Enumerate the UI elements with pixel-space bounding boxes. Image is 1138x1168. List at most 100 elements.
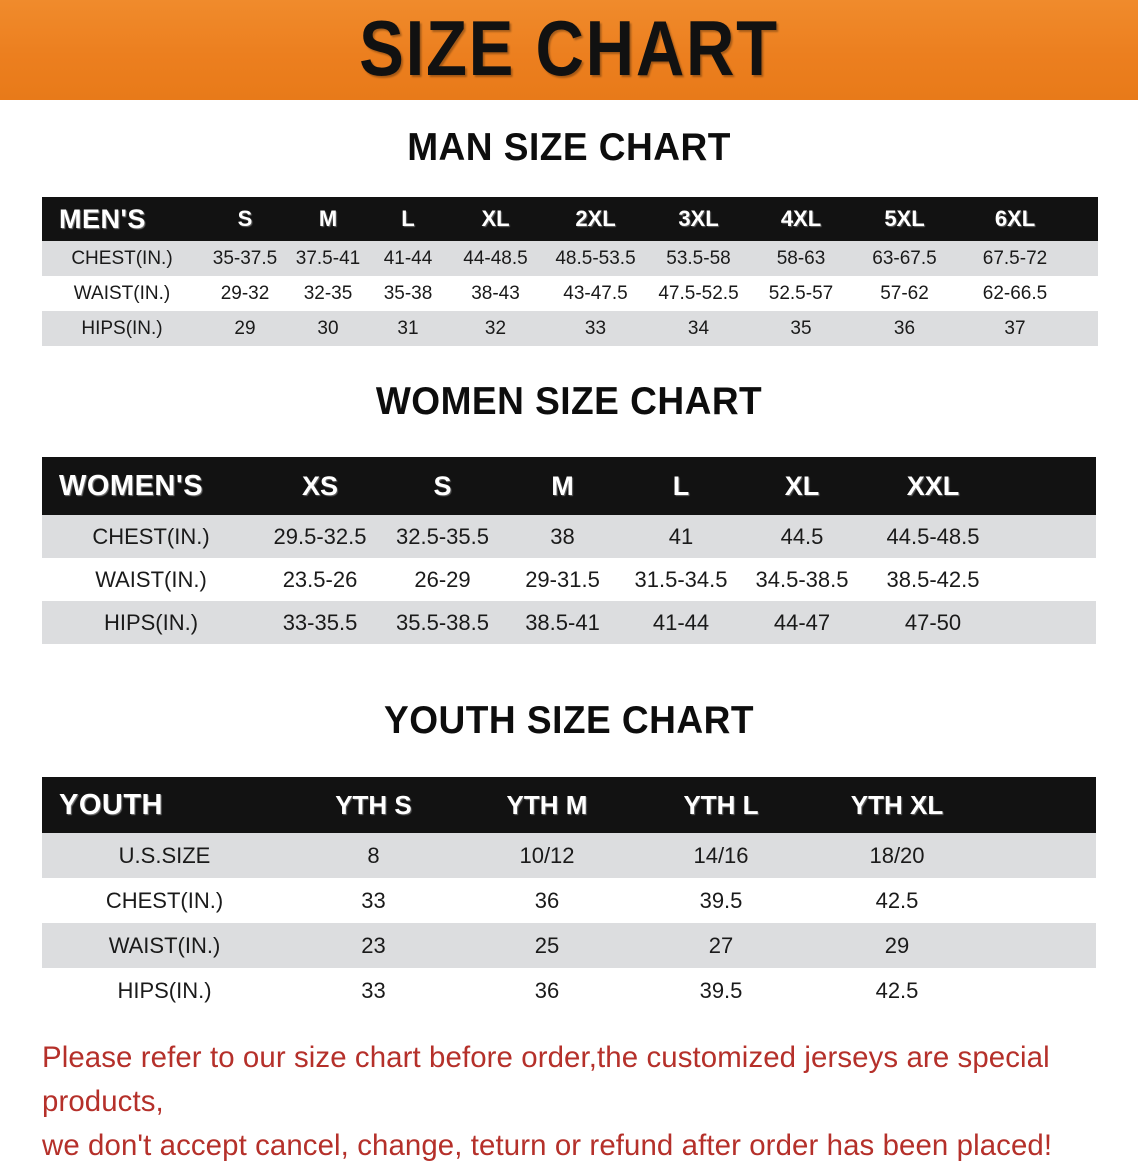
man-col-s: S xyxy=(202,197,288,241)
table-cell: 14/16 xyxy=(634,833,808,878)
women-section-title: WOMEN SIZE CHART xyxy=(375,380,763,423)
youth-size-table: YOUTH YTH S YTH M YTH L YTH XL U.S.SIZE … xyxy=(42,777,1096,1013)
table-cell: 67.5-72 xyxy=(956,241,1074,276)
women-header-tail xyxy=(1004,457,1096,515)
table-row: HIPS(IN.) 29 30 31 32 33 34 35 36 37 xyxy=(42,311,1098,346)
table-cell: 44.5 xyxy=(742,515,862,558)
table-cell: 26-29 xyxy=(380,558,505,601)
man-col-m: M xyxy=(288,197,368,241)
women-col-xxl: XXL xyxy=(862,457,1004,515)
youth-row-label-chest: CHEST(IN.) xyxy=(42,878,287,923)
table-row: CHEST(IN.) 33 36 39.5 42.5 xyxy=(42,878,1096,923)
table-cell: 36 xyxy=(853,311,956,346)
table-cell: 23.5-26 xyxy=(260,558,380,601)
women-table: WOMEN'S XS S M L XL XXL CHEST(IN.) 29.5-… xyxy=(42,457,1096,644)
youth-col-l: YTH L xyxy=(634,777,808,833)
table-cell: 48.5-53.5 xyxy=(543,241,648,276)
women-col-xl: XL xyxy=(742,457,862,515)
table-cell: 41-44 xyxy=(620,601,742,644)
man-corner-label: MEN'S xyxy=(42,197,202,241)
table-row: HIPS(IN.) 33 36 39.5 42.5 xyxy=(42,968,1096,1013)
table-cell: 37 xyxy=(956,311,1074,346)
man-row-label-hips: HIPS(IN.) xyxy=(42,311,202,346)
youth-header-row: YOUTH YTH S YTH M YTH L YTH XL xyxy=(42,777,1096,833)
women-row-label-hips: HIPS(IN.) xyxy=(42,601,260,644)
table-cell: 38 xyxy=(505,515,620,558)
table-cell: 35.5-38.5 xyxy=(380,601,505,644)
man-col-4xl: 4XL xyxy=(749,197,853,241)
table-cell: 23 xyxy=(287,923,460,968)
man-col-6xl: 6XL xyxy=(956,197,1074,241)
man-section-title: MAN SIZE CHART xyxy=(407,126,731,169)
row-tail xyxy=(1074,311,1098,346)
youth-col-m: YTH M xyxy=(460,777,634,833)
footer-disclaimer: Please refer to our size chart before or… xyxy=(42,1036,1081,1168)
table-cell: 42.5 xyxy=(808,878,986,923)
footer-line-2: we don't accept cancel, change, teturn o… xyxy=(42,1129,1053,1163)
row-tail xyxy=(986,968,1096,1013)
youth-row-label-waist: WAIST(IN.) xyxy=(42,923,287,968)
table-cell: 29 xyxy=(808,923,986,968)
table-cell: 27 xyxy=(634,923,808,968)
table-row: WAIST(IN.) 23 25 27 29 xyxy=(42,923,1096,968)
women-row-label-waist: WAIST(IN.) xyxy=(42,558,260,601)
table-cell: 30 xyxy=(288,311,368,346)
table-cell: 39.5 xyxy=(634,878,808,923)
youth-header-tail xyxy=(986,777,1096,833)
youth-corner-label: YOUTH xyxy=(42,777,287,833)
man-header-tail xyxy=(1074,197,1098,241)
table-cell: 35-38 xyxy=(368,276,448,311)
table-cell: 29-32 xyxy=(202,276,288,311)
table-row: CHEST(IN.) 35-37.5 37.5-41 41-44 44-48.5… xyxy=(42,241,1098,276)
table-row: WAIST(IN.) 29-32 32-35 35-38 38-43 43-47… xyxy=(42,276,1098,311)
youth-row-label-hips: HIPS(IN.) xyxy=(42,968,287,1013)
table-cell: 36 xyxy=(460,878,634,923)
table-cell: 33 xyxy=(287,878,460,923)
row-tail xyxy=(1004,601,1096,644)
table-cell: 53.5-58 xyxy=(648,241,749,276)
table-cell: 44-48.5 xyxy=(448,241,543,276)
table-row: U.S.SIZE 8 10/12 14/16 18/20 xyxy=(42,833,1096,878)
youth-section-title: YOUTH SIZE CHART xyxy=(384,699,754,742)
table-cell: 33-35.5 xyxy=(260,601,380,644)
table-cell: 36 xyxy=(460,968,634,1013)
man-col-5xl: 5XL xyxy=(853,197,956,241)
table-cell: 38-43 xyxy=(448,276,543,311)
women-header-row: WOMEN'S XS S M L XL XXL xyxy=(42,457,1096,515)
man-col-2xl: 2XL xyxy=(543,197,648,241)
youth-col-s: YTH S xyxy=(287,777,460,833)
table-cell: 25 xyxy=(460,923,634,968)
table-cell: 31.5-34.5 xyxy=(620,558,742,601)
table-cell: 44.5-48.5 xyxy=(862,515,1004,558)
row-tail xyxy=(986,833,1096,878)
table-cell: 37.5-41 xyxy=(288,241,368,276)
youth-col-xl: YTH XL xyxy=(808,777,986,833)
row-tail xyxy=(1004,558,1096,601)
youth-row-label-ussize: U.S.SIZE xyxy=(42,833,287,878)
table-cell: 47.5-52.5 xyxy=(648,276,749,311)
table-cell: 57-62 xyxy=(853,276,956,311)
table-row: HIPS(IN.) 33-35.5 35.5-38.5 38.5-41 41-4… xyxy=(42,601,1096,644)
man-col-xl: XL xyxy=(448,197,543,241)
table-cell: 44-47 xyxy=(742,601,862,644)
table-cell: 63-67.5 xyxy=(853,241,956,276)
table-cell: 29.5-32.5 xyxy=(260,515,380,558)
row-tail xyxy=(1074,241,1098,276)
table-cell: 34.5-38.5 xyxy=(742,558,862,601)
table-cell: 33 xyxy=(543,311,648,346)
women-row-label-chest: CHEST(IN.) xyxy=(42,515,260,558)
footer-line-1: Please refer to our size chart before or… xyxy=(42,1041,1050,1119)
women-col-xs: XS xyxy=(260,457,380,515)
women-size-table: WOMEN'S XS S M L XL XXL CHEST(IN.) 29.5-… xyxy=(42,457,1096,644)
row-tail xyxy=(986,878,1096,923)
table-cell: 31 xyxy=(368,311,448,346)
man-col-3xl: 3XL xyxy=(648,197,749,241)
table-cell: 33 xyxy=(287,968,460,1013)
table-cell: 42.5 xyxy=(808,968,986,1013)
table-cell: 52.5-57 xyxy=(749,276,853,311)
man-row-label-chest: CHEST(IN.) xyxy=(42,241,202,276)
table-cell: 18/20 xyxy=(808,833,986,878)
table-cell: 29-31.5 xyxy=(505,558,620,601)
table-cell: 47-50 xyxy=(862,601,1004,644)
women-col-m: M xyxy=(505,457,620,515)
